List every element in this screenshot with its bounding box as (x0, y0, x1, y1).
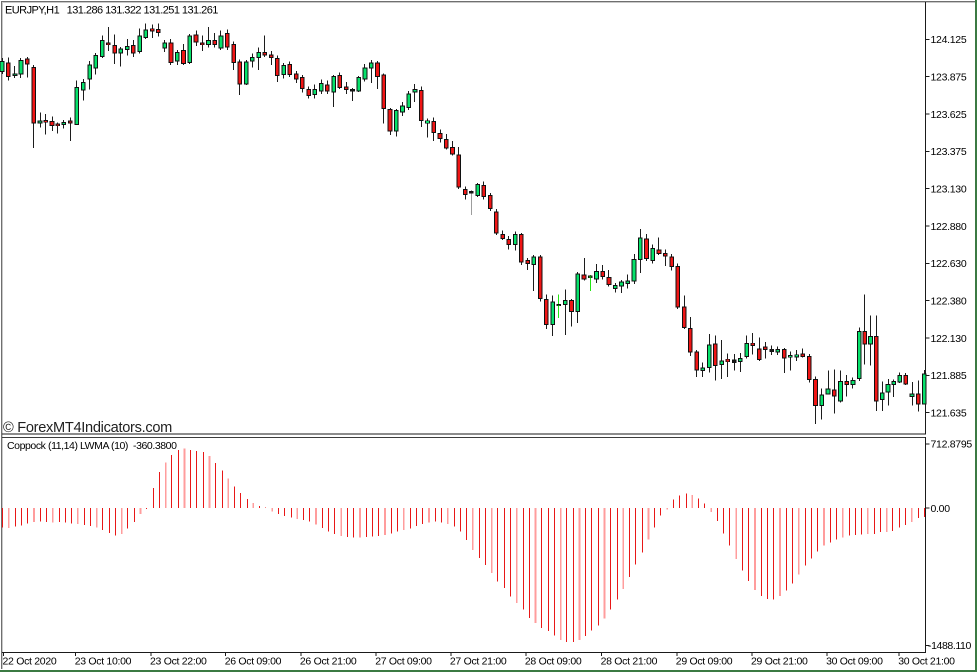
svg-text:27 Oct 09:00: 27 Oct 09:00 (375, 656, 432, 668)
svg-text:Coppock (11,14) LWMA (10) -36: Coppock (11,14) LWMA (10) -360.3800 (7, 440, 177, 452)
svg-text:123.130: 123.130 (931, 184, 967, 196)
svg-text:123.375: 123.375 (931, 146, 967, 158)
svg-text:30 Oct 21:00: 30 Oct 21:00 (898, 656, 955, 668)
svg-text:0.00: 0.00 (931, 503, 951, 515)
svg-text:© ForexMT4Indicators.com: © ForexMT4Indicators.com (3, 420, 172, 436)
svg-text:121.635: 121.635 (931, 408, 967, 420)
svg-text:23 Oct 22:00: 23 Oct 22:00 (150, 656, 207, 668)
svg-text:29 Oct 09:00: 29 Oct 09:00 (676, 656, 733, 668)
svg-text:121.885: 121.885 (931, 370, 967, 382)
svg-text:122.130: 122.130 (931, 333, 967, 345)
svg-text:30 Oct 09:00: 30 Oct 09:00 (826, 656, 883, 668)
svg-text:123.875: 123.875 (931, 72, 967, 84)
svg-text:22 Oct 2020: 22 Oct 2020 (3, 656, 57, 668)
svg-text:124.125: 124.125 (931, 34, 967, 46)
svg-text:27 Oct 21:00: 27 Oct 21:00 (450, 656, 507, 668)
svg-text:28 Oct 09:00: 28 Oct 09:00 (525, 656, 582, 668)
svg-text:29 Oct 21:00: 29 Oct 21:00 (751, 656, 808, 668)
svg-text:122.630: 122.630 (931, 258, 967, 270)
svg-text:23 Oct 10:00: 23 Oct 10:00 (75, 656, 132, 668)
svg-text:EURJPY,H1 131.286 131.322 13: EURJPY,H1 131.286 131.322 131.251 131.26… (5, 5, 218, 17)
svg-text:122.380: 122.380 (931, 296, 967, 308)
svg-text:26 Oct 21:00: 26 Oct 21:00 (300, 656, 357, 668)
svg-text:123.625: 123.625 (931, 109, 967, 121)
svg-text:26 Oct 09:00: 26 Oct 09:00 (225, 656, 282, 668)
svg-text:122.880: 122.880 (931, 221, 967, 233)
svg-text:-1488.110: -1488.110 (928, 640, 971, 652)
svg-text:28 Oct 21:00: 28 Oct 21:00 (601, 656, 658, 668)
svg-text:712.8795: 712.8795 (931, 439, 973, 451)
